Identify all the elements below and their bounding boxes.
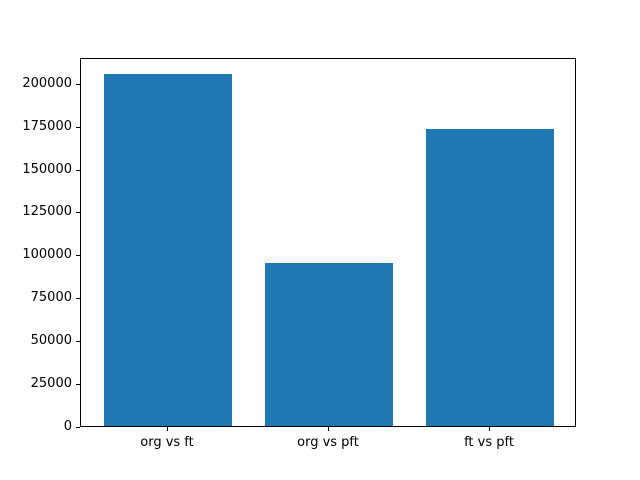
bar-org-vs-ft bbox=[103, 74, 233, 426]
x-tick-label: ft vs pft bbox=[464, 435, 514, 450]
y-tick-label: 50000 bbox=[30, 333, 72, 348]
y-tick-mark bbox=[76, 298, 80, 299]
y-tick-mark bbox=[76, 212, 80, 213]
y-tick-label: 100000 bbox=[22, 247, 72, 262]
y-tick-label: 0 bbox=[63, 419, 72, 434]
x-tick-label: org vs ft bbox=[140, 435, 194, 450]
x-tick-mark bbox=[167, 427, 168, 431]
y-tick-label: 75000 bbox=[30, 290, 72, 305]
bar-ft-vs-pft bbox=[425, 129, 555, 426]
bar-org-vs-pft bbox=[264, 263, 394, 426]
y-tick-mark bbox=[76, 341, 80, 342]
y-tick-mark bbox=[76, 427, 80, 428]
y-tick-label: 125000 bbox=[22, 204, 72, 219]
y-tick-mark bbox=[76, 127, 80, 128]
x-tick-label: org vs pft bbox=[297, 435, 359, 450]
y-tick-label: 150000 bbox=[22, 162, 72, 177]
x-tick-mark bbox=[328, 427, 329, 431]
y-tick-label: 25000 bbox=[30, 376, 72, 391]
y-tick-mark bbox=[76, 84, 80, 85]
y-tick-mark bbox=[76, 170, 80, 171]
y-tick-mark bbox=[76, 384, 80, 385]
plot-area bbox=[80, 58, 576, 427]
y-tick-label: 175000 bbox=[22, 119, 72, 134]
y-tick-label: 200000 bbox=[22, 76, 72, 91]
x-tick-mark bbox=[489, 427, 490, 431]
y-tick-mark bbox=[76, 255, 80, 256]
